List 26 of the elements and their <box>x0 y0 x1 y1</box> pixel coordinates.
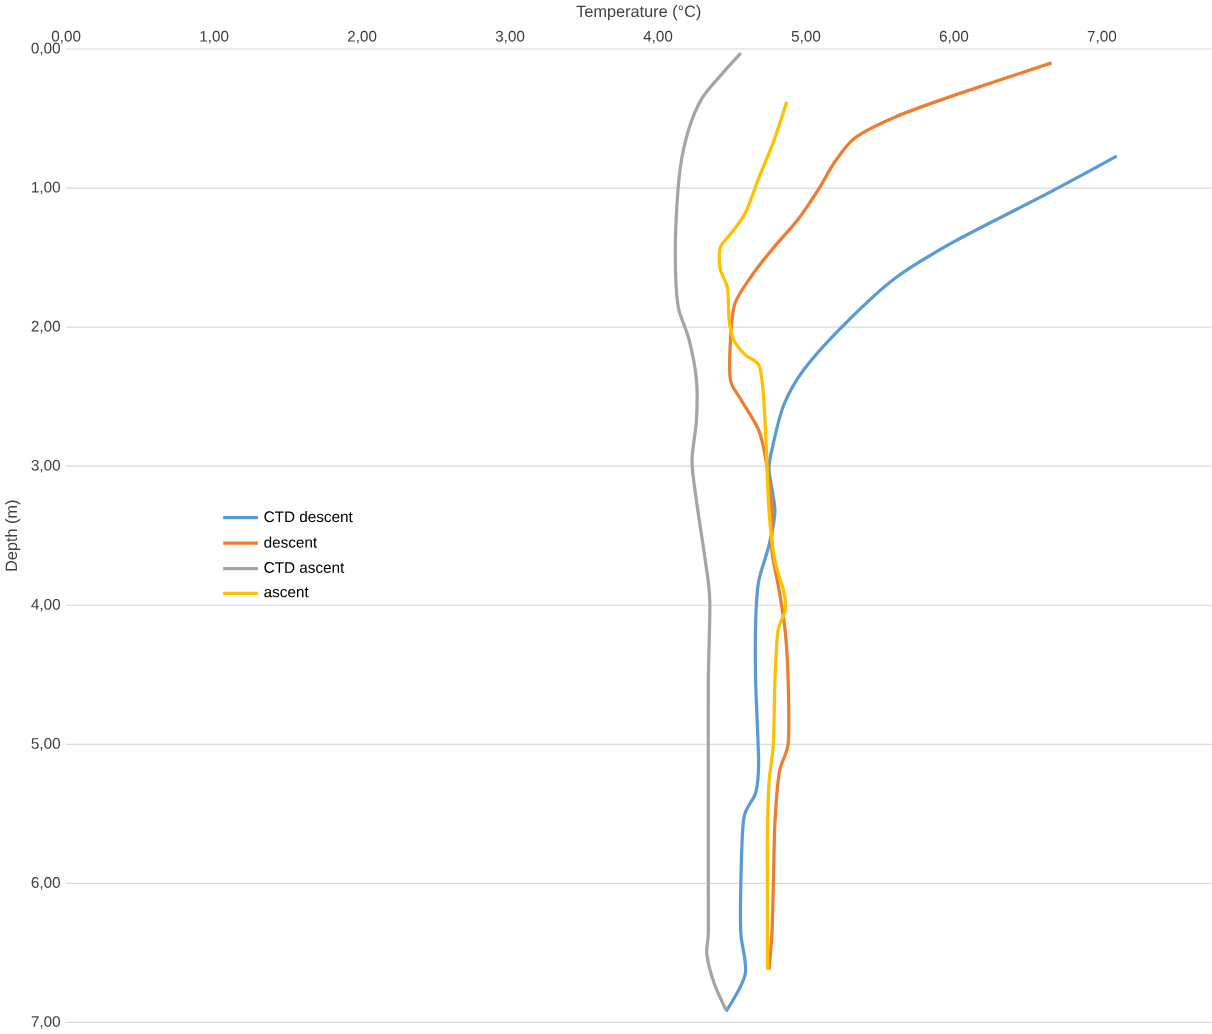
line-series <box>673 51 743 1012</box>
y-tick-label: 4,00 <box>31 599 61 612</box>
y-tick-label: 0,00 <box>31 42 61 56</box>
y-tick-label: 3,00 <box>31 459 61 473</box>
x-tick-label: 3,00 <box>495 30 525 44</box>
x-tick-label: 6,00 <box>939 30 969 44</box>
y-tick-label: 6,00 <box>31 877 61 890</box>
x-tick-label: 5,00 <box>791 30 821 44</box>
x-tick-label: 4,00 <box>643 30 673 44</box>
line-series <box>717 100 789 972</box>
legend-label: ascent <box>264 587 309 598</box>
x-tick-label: 1,00 <box>200 30 229 44</box>
y-tick-label: 2,00 <box>31 320 61 334</box>
legend-label: descent <box>264 536 318 548</box>
y-tick-label: 7,00 <box>31 1016 61 1029</box>
legend-label: CTD descent <box>264 511 353 523</box>
line-series <box>724 154 1119 1014</box>
x-axis-title: Temperature (°C) <box>576 5 701 21</box>
legend-label: CTD ascent <box>264 562 345 574</box>
y-tick-label: 1,00 <box>32 181 61 195</box>
line-series <box>728 61 1054 972</box>
y-tick-label: 5,00 <box>31 738 61 751</box>
x-tick-label: 2,00 <box>347 30 377 44</box>
y-axis-title: Depth (m) <box>5 500 21 571</box>
x-tick-label: 7,00 <box>1087 30 1117 44</box>
x-tick-label: 0,00 <box>51 30 81 44</box>
